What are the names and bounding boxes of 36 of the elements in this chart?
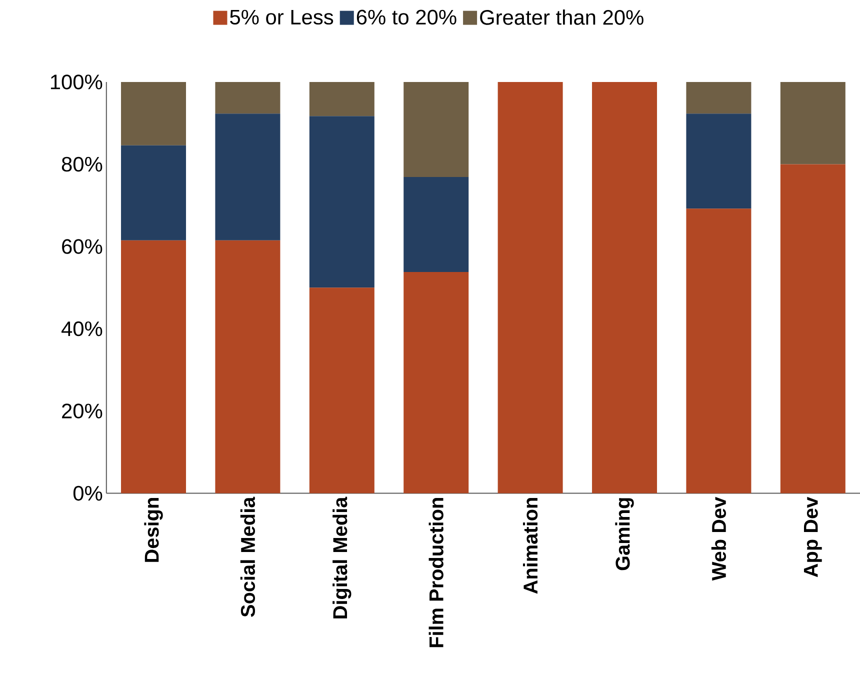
y-tick-label: 0% bbox=[73, 486, 102, 501]
bar bbox=[780, 164, 846, 494]
bar bbox=[309, 288, 374, 494]
bar bbox=[686, 208, 752, 494]
y-tick-label: 100% bbox=[50, 74, 102, 90]
bar bbox=[404, 272, 469, 494]
bar bbox=[309, 116, 374, 288]
legend-label: 6% to 20% bbox=[356, 10, 456, 25]
legend-label: 5% or Less bbox=[230, 10, 334, 25]
bar bbox=[404, 176, 469, 272]
bar bbox=[592, 82, 658, 494]
bar bbox=[215, 82, 280, 114]
bar bbox=[686, 82, 752, 114]
bar bbox=[780, 82, 846, 164]
bar bbox=[121, 240, 186, 494]
x-tick-label: Web Dev bbox=[711, 496, 726, 581]
y-tick-label: 80% bbox=[62, 156, 102, 172]
y-tick-label: 20% bbox=[62, 404, 102, 418]
y-tick-label: 40% bbox=[62, 321, 102, 336]
bar bbox=[215, 114, 280, 240]
x-tick-label: Design bbox=[144, 498, 163, 562]
x-tick-label: Digital Media bbox=[332, 496, 352, 618]
x-tick-label: Animation bbox=[522, 498, 538, 594]
x-tick-label: App Dev bbox=[804, 496, 822, 578]
legend-label: Greater than 20% bbox=[480, 9, 644, 25]
bar bbox=[121, 82, 186, 146]
x-tick-label: Gaming bbox=[615, 498, 634, 570]
bar bbox=[215, 240, 280, 494]
bar bbox=[404, 82, 469, 177]
bar bbox=[121, 145, 186, 240]
y-tick-label: 60% bbox=[62, 239, 102, 254]
x-tick-label: Film Production bbox=[428, 498, 444, 648]
x-tick-label: Social Media bbox=[240, 496, 256, 617]
bar bbox=[309, 82, 374, 116]
bar bbox=[498, 82, 563, 494]
bar bbox=[686, 114, 752, 209]
